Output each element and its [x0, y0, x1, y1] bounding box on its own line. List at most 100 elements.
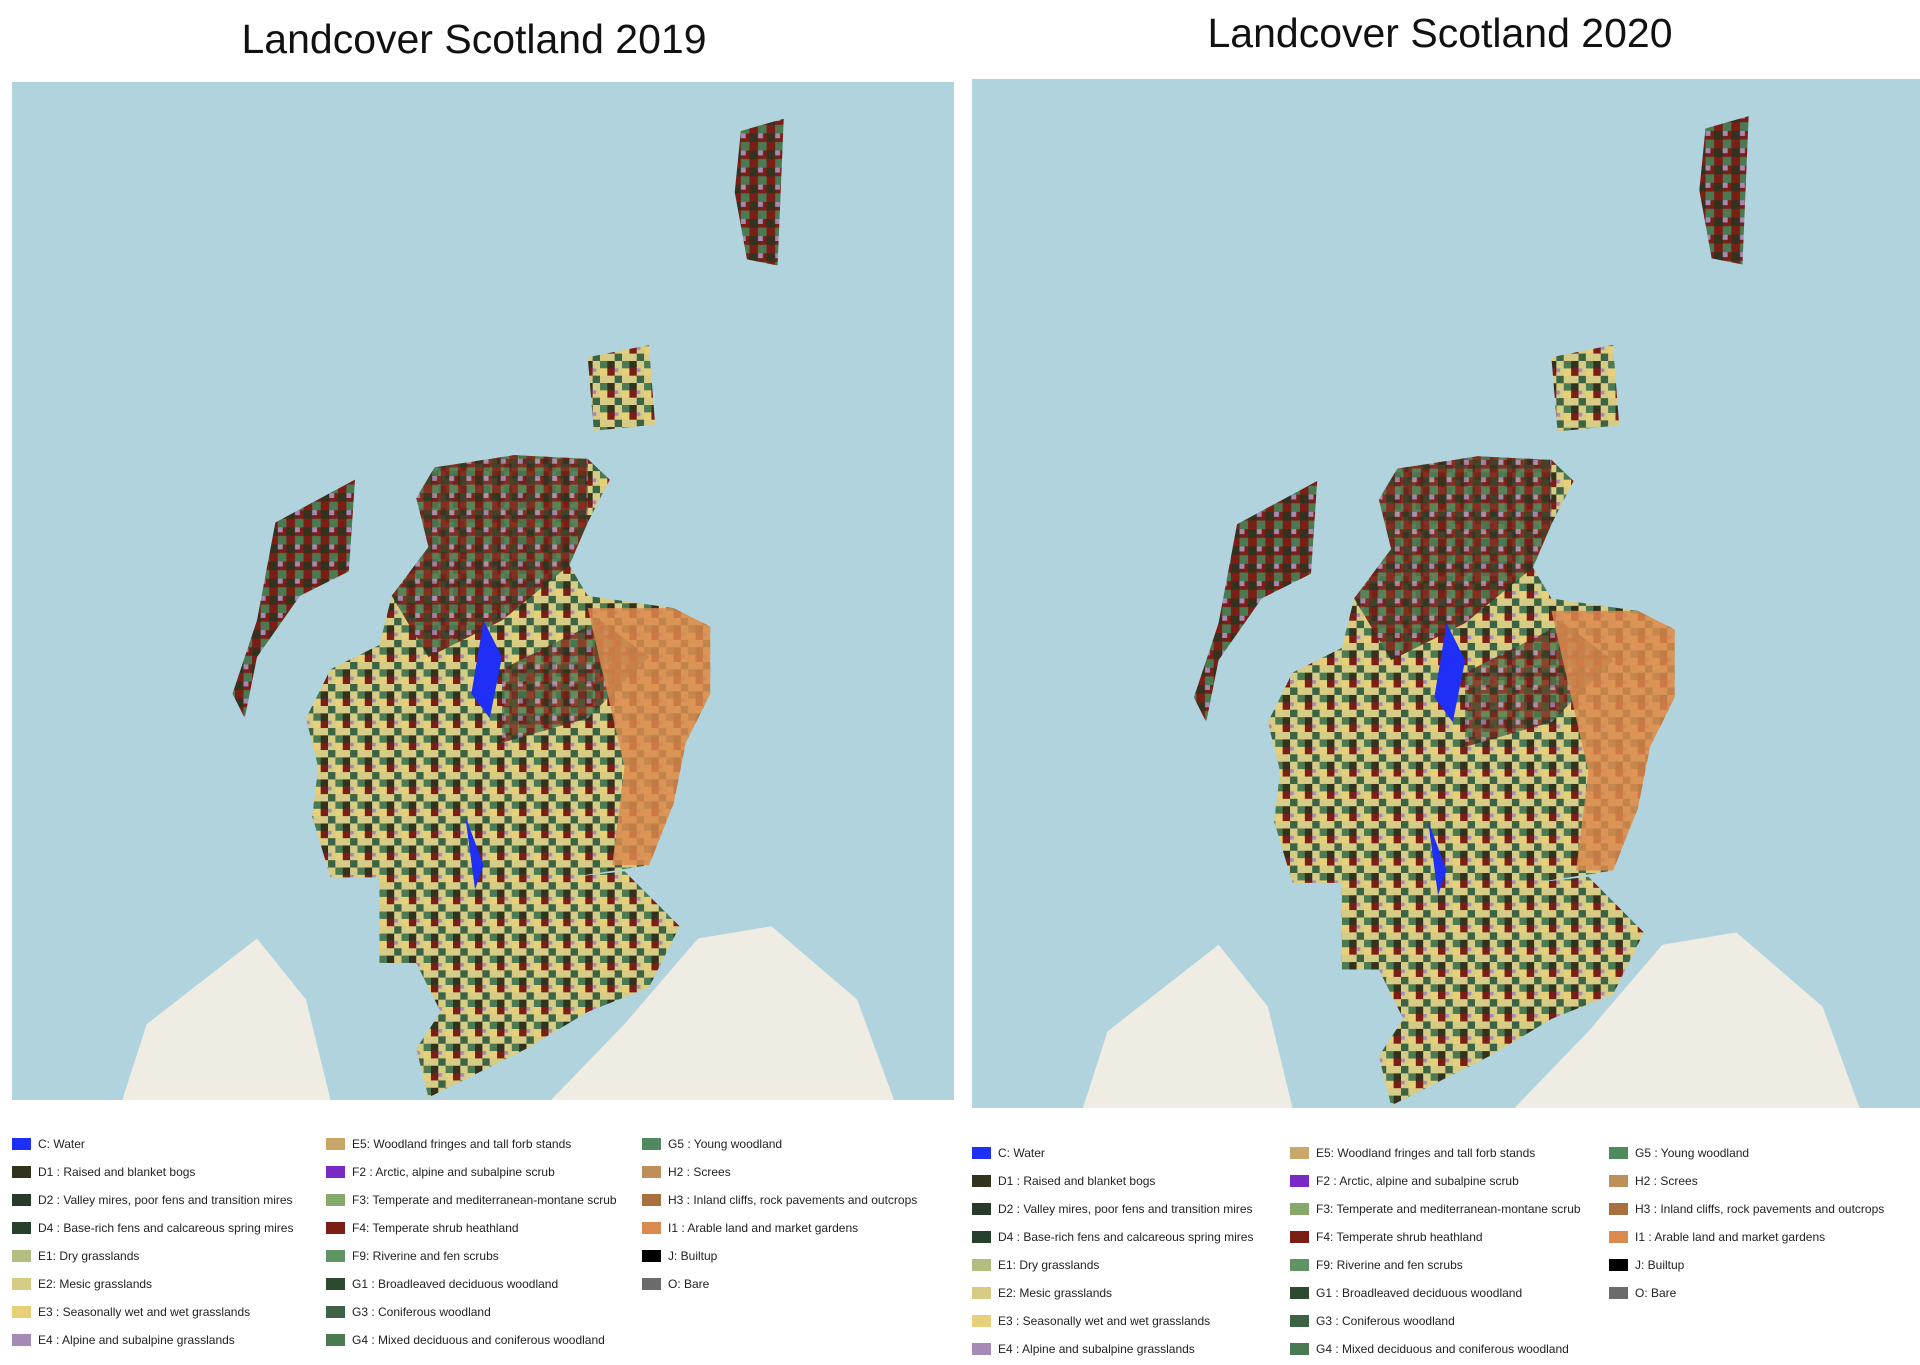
legend-swatch: [1290, 1231, 1309, 1243]
legend-swatch: [326, 1194, 345, 1206]
legend-label: O: Bare: [668, 1277, 710, 1291]
legend-swatch: [1609, 1231, 1628, 1243]
legend-swatch: [12, 1306, 31, 1318]
legend-label: G1 : Broadleaved deciduous woodland: [352, 1277, 559, 1291]
legend-item: F4: Temperate shrub heathland: [1290, 1230, 1483, 1244]
legend-label: H3 : Inland cliffs, rock pavements and o…: [668, 1193, 918, 1207]
legend-swatch: [326, 1166, 345, 1178]
legend-swatch: [1290, 1287, 1309, 1299]
legend-label: E3 : Seasonally wet and wet grasslands: [38, 1305, 251, 1319]
legend-swatch: [642, 1250, 661, 1262]
legend-label: E5: Woodland fringes and tall forb stand…: [352, 1137, 572, 1151]
legend-label: C: Water: [998, 1146, 1045, 1160]
legend-item: E3 : Seasonally wet and wet grasslands: [12, 1305, 250, 1319]
legend-label: E4 : Alpine and subalpine grasslands: [998, 1342, 1195, 1356]
panel-title: Landcover Scotland 2020: [1207, 10, 1673, 56]
legend-swatch: [1609, 1147, 1628, 1159]
legend-swatch: [326, 1334, 345, 1346]
legend-swatch: [972, 1259, 991, 1271]
legend-item: E5: Woodland fringes and tall forb stand…: [326, 1137, 571, 1151]
legend-item: F4: Temperate shrub heathland: [326, 1221, 519, 1235]
legend-label: J: Builtup: [1635, 1258, 1685, 1272]
legend-item: G1 : Broadleaved deciduous woodland: [1290, 1286, 1522, 1300]
legend-label: H2 : Screes: [1635, 1174, 1698, 1188]
legend-swatch: [972, 1231, 991, 1243]
landcover-map: [12, 82, 954, 1100]
legend-label: D4 : Base-rich fens and calcareous sprin…: [998, 1230, 1254, 1244]
legend-swatch: [1290, 1147, 1309, 1159]
legend-item: E1: Dry grasslands: [972, 1258, 1099, 1272]
legend-swatch: [326, 1138, 345, 1150]
legend-item: H3 : Inland cliffs, rock pavements and o…: [642, 1193, 917, 1207]
legend-swatch: [12, 1278, 31, 1290]
legend-swatch: [642, 1222, 661, 1234]
legend-item: I1 : Arable land and market gardens: [642, 1221, 858, 1235]
legend-swatch: [1290, 1259, 1309, 1271]
legend-item: O: Bare: [642, 1277, 709, 1291]
legend-item: C: Water: [972, 1146, 1045, 1160]
legend-swatch: [1609, 1203, 1628, 1215]
legend-item: F3: Temperate and mediterranean-montane …: [1290, 1202, 1581, 1216]
legend-item: G3 : Coniferous woodland: [1290, 1314, 1455, 1328]
legend-label: F9: Riverine and fen scrubs: [1316, 1258, 1463, 1272]
legend-label: C: Water: [38, 1137, 85, 1151]
legend-swatch: [1290, 1175, 1309, 1187]
legend-item: E5: Woodland fringes and tall forb stand…: [1290, 1146, 1535, 1160]
legend-label: G4 : Mixed deciduous and coniferous wood…: [1316, 1342, 1569, 1356]
legend-swatch: [326, 1250, 345, 1262]
legend-item: G3 : Coniferous woodland: [326, 1305, 491, 1319]
legend-item: J: Builtup: [642, 1249, 717, 1263]
legend-label: F2 : Arctic, alpine and subalpine scrub: [1316, 1174, 1519, 1188]
legend-item: G5 : Young woodland: [642, 1137, 782, 1151]
legend-swatch: [972, 1315, 991, 1327]
legend-swatch: [12, 1138, 31, 1150]
legend-label: F4: Temperate shrub heathland: [1316, 1230, 1483, 1244]
landcover-map: [972, 79, 1920, 1108]
legend-label: D1 : Raised and blanket bogs: [38, 1165, 196, 1179]
legend-label: F2 : Arctic, alpine and subalpine scrub: [352, 1165, 555, 1179]
legend-label: E3 : Seasonally wet and wet grasslands: [998, 1314, 1211, 1328]
legend-swatch: [972, 1287, 991, 1299]
legend-label: G4 : Mixed deciduous and coniferous wood…: [352, 1333, 605, 1347]
panel-title: Landcover Scotland 2019: [241, 16, 707, 62]
legend-item: G4 : Mixed deciduous and coniferous wood…: [1290, 1342, 1569, 1356]
legend-label: E4 : Alpine and subalpine grasslands: [38, 1333, 235, 1347]
legend-swatch: [642, 1278, 661, 1290]
legend-label: H2 : Screes: [668, 1165, 731, 1179]
legend-item: G4 : Mixed deciduous and coniferous wood…: [326, 1333, 605, 1347]
legend-swatch: [642, 1138, 661, 1150]
legend-item: E2: Mesic grasslands: [12, 1277, 152, 1291]
legend-item: F9: Riverine and fen scrubs: [326, 1249, 499, 1263]
legend-item: H2 : Screes: [1609, 1174, 1698, 1188]
legend-item: H3 : Inland cliffs, rock pavements and o…: [1609, 1202, 1884, 1216]
legend-label: G3 : Coniferous woodland: [352, 1305, 491, 1319]
legend-swatch: [1290, 1203, 1309, 1215]
legend-swatch: [12, 1194, 31, 1206]
legend-item: D1 : Raised and blanket bogs: [12, 1165, 195, 1179]
legend-item: H2 : Screes: [642, 1165, 731, 1179]
legend-label: D4 : Base-rich fens and calcareous sprin…: [38, 1221, 294, 1235]
legend-label: E5: Woodland fringes and tall forb stand…: [1316, 1146, 1536, 1160]
legend-item: G5 : Young woodland: [1609, 1146, 1749, 1160]
legend-item: J: Builtup: [1609, 1258, 1684, 1272]
legend-label: I1 : Arable land and market gardens: [1635, 1230, 1826, 1244]
legend-swatch: [326, 1278, 345, 1290]
legend-swatch: [12, 1334, 31, 1346]
legend-swatch: [972, 1175, 991, 1187]
legend-swatch: [1609, 1287, 1628, 1299]
legend-item: E4 : Alpine and subalpine grasslands: [12, 1333, 235, 1347]
legend-item: E2: Mesic grasslands: [972, 1286, 1112, 1300]
legend-swatch: [972, 1203, 991, 1215]
legend-swatch: [1609, 1259, 1628, 1271]
legend-label: G5 : Young woodland: [668, 1137, 783, 1151]
legend-item: E1: Dry grasslands: [12, 1249, 139, 1263]
legend-label: G3 : Coniferous woodland: [1316, 1314, 1455, 1328]
legend-item: D1 : Raised and blanket bogs: [972, 1174, 1155, 1188]
legend-swatch: [1609, 1175, 1628, 1187]
legend-label: E2: Mesic grasslands: [38, 1277, 153, 1291]
legend-label: D2 : Valley mires, poor fens and transit…: [998, 1202, 1253, 1216]
legend-label: F3: Temperate and mediterranean-montane …: [1316, 1202, 1581, 1216]
legend-swatch: [326, 1306, 345, 1318]
legend-item: O: Bare: [1609, 1286, 1676, 1300]
